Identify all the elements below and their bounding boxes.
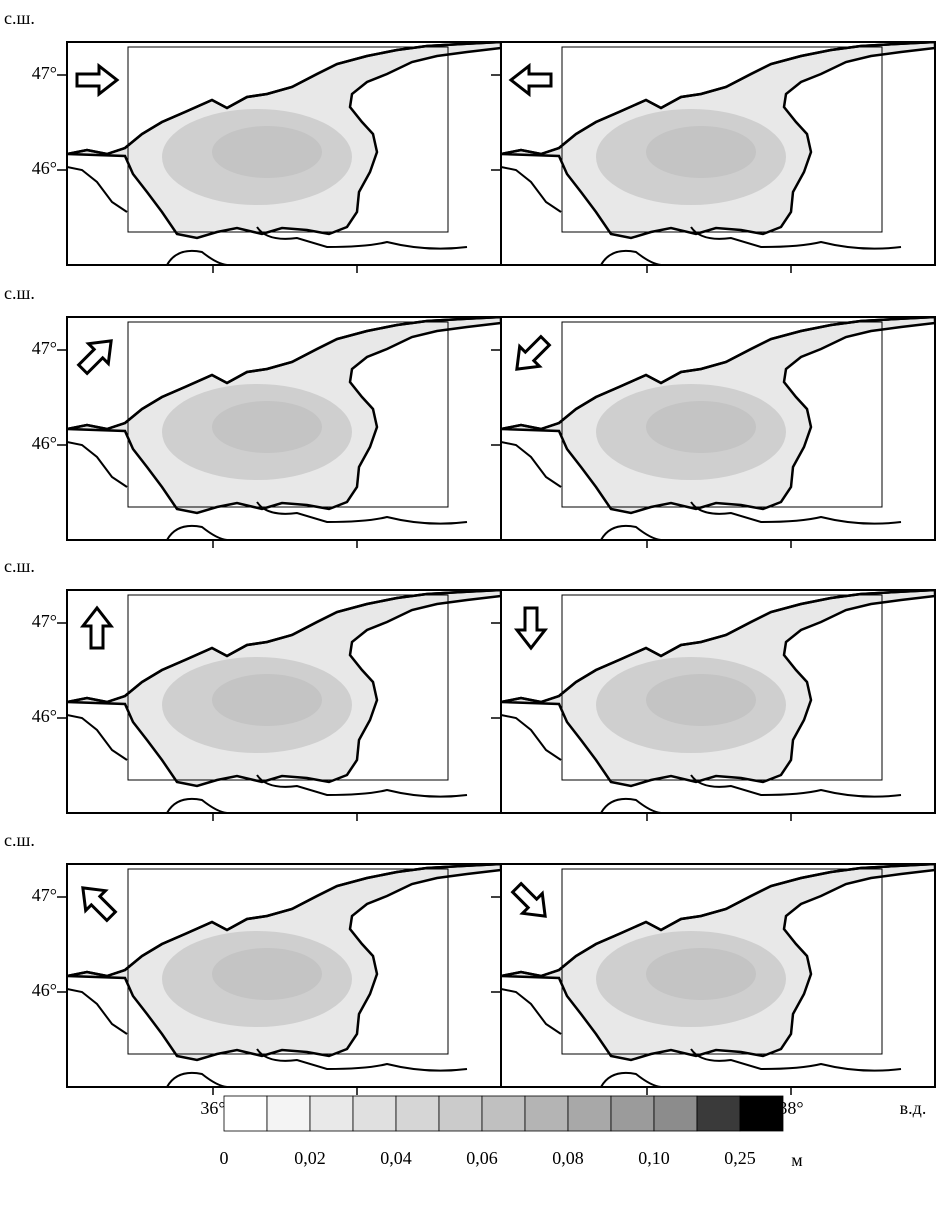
colorbar-label: 0,06 xyxy=(466,1148,498,1168)
wind-arrow xyxy=(73,878,121,926)
colorbar-box xyxy=(353,1096,396,1131)
lat-tick-label: 46° xyxy=(32,433,57,453)
wind-arrow xyxy=(77,66,117,94)
lat-unit: с.ш. xyxy=(4,283,35,303)
sea-map xyxy=(501,42,935,265)
wind-arrow xyxy=(517,608,545,648)
lat-tick-label: 47° xyxy=(32,338,57,358)
lat-tick-label: 46° xyxy=(32,706,57,726)
colorbar-label: 0,10 xyxy=(638,1148,670,1168)
sea-map xyxy=(501,317,935,540)
colorbar-box xyxy=(396,1096,439,1131)
lon-tick-label: 36° xyxy=(200,1098,225,1118)
lat-unit: с.ш. xyxy=(4,8,35,28)
colorbar-box xyxy=(525,1096,568,1131)
colorbar-box xyxy=(654,1096,697,1131)
lat-tick-label: 47° xyxy=(32,611,57,631)
colorbar-box xyxy=(697,1096,740,1131)
lat-tick-label: 46° xyxy=(32,158,57,178)
sea-map xyxy=(67,864,501,1087)
map-panel xyxy=(491,317,935,548)
colorbar-box xyxy=(740,1096,783,1131)
lat-unit: с.ш. xyxy=(4,556,35,576)
wind-arrow xyxy=(511,66,551,94)
colorbar-box xyxy=(482,1096,525,1131)
colorbar-box xyxy=(267,1096,310,1131)
sea-map xyxy=(501,864,935,1087)
wind-arrow xyxy=(507,878,555,926)
sea-map xyxy=(67,42,501,265)
map-panel xyxy=(57,42,501,273)
lon-unit: в.д. xyxy=(900,1098,927,1118)
map-panel xyxy=(57,317,501,548)
colorbar-label: 0,08 xyxy=(552,1148,584,1168)
colorbar-label: 0 xyxy=(220,1148,229,1168)
colorbar-label: 0,25 xyxy=(724,1148,756,1168)
colorbar-label: 0,04 xyxy=(380,1148,412,1168)
sea-map xyxy=(501,590,935,813)
map-panel xyxy=(491,590,935,821)
colorbar-box xyxy=(310,1096,353,1131)
colorbar-label: 0,02 xyxy=(294,1148,326,1168)
lat-tick-label: 47° xyxy=(32,885,57,905)
wind-arrow xyxy=(83,608,111,648)
colorbar-box xyxy=(611,1096,654,1131)
lat-tick-label: 47° xyxy=(32,63,57,83)
colorbar-box xyxy=(568,1096,611,1131)
lat-unit: с.ш. xyxy=(4,830,35,850)
sea-map xyxy=(67,590,501,813)
colorbar-box xyxy=(439,1096,482,1131)
colorbar-box xyxy=(224,1096,267,1131)
colorbar-unit: м xyxy=(791,1150,802,1170)
map-panel xyxy=(491,864,935,1095)
wind-arrow xyxy=(73,331,121,379)
lat-tick-label: 46° xyxy=(32,980,57,1000)
wind-arrow xyxy=(507,331,555,379)
map-panel xyxy=(57,590,501,821)
sea-map xyxy=(67,317,501,540)
map-panel xyxy=(57,864,501,1095)
figure: с.ш. 47° 46° с.ш. 47° 46° с.ш. 47° 46° с.ш. 47° 46°… xyxy=(0,0,936,1220)
map-panel xyxy=(491,42,935,273)
